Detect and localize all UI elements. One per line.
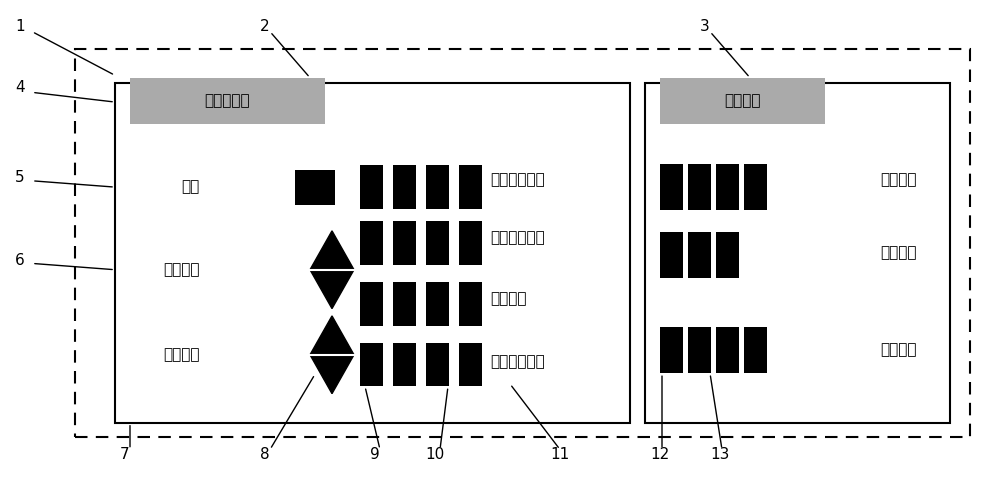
Text: 2: 2 xyxy=(260,19,270,34)
Bar xyxy=(716,164,739,210)
Bar xyxy=(393,343,416,386)
Bar xyxy=(360,165,383,209)
Bar xyxy=(660,232,683,278)
Bar xyxy=(75,49,970,437)
Bar xyxy=(393,165,416,209)
Bar xyxy=(393,282,416,326)
Bar xyxy=(645,83,950,423)
Bar xyxy=(660,78,825,124)
Text: 5: 5 xyxy=(15,170,25,185)
Text: 4: 4 xyxy=(15,80,25,95)
Bar xyxy=(744,327,767,373)
Bar xyxy=(688,164,711,210)
Text: 时间显示: 时间显示 xyxy=(880,245,916,260)
Bar xyxy=(130,78,325,124)
Text: 距离显示: 距离显示 xyxy=(880,343,916,357)
Text: 重复频率精度: 重复频率精度 xyxy=(490,355,545,369)
Bar xyxy=(115,83,630,423)
Text: 外显示器: 外显示器 xyxy=(724,93,761,108)
Bar xyxy=(459,343,482,386)
Text: 工作周期总数: 工作周期总数 xyxy=(490,173,545,187)
Bar xyxy=(426,282,449,326)
Bar xyxy=(660,164,683,210)
Text: 10: 10 xyxy=(425,447,445,462)
Bar xyxy=(459,221,482,265)
Bar xyxy=(660,327,683,373)
Bar xyxy=(716,232,739,278)
Bar xyxy=(688,232,711,278)
Text: 7: 7 xyxy=(120,447,130,462)
Text: 重复频率: 重复频率 xyxy=(490,292,526,306)
Bar xyxy=(360,282,383,326)
Text: 3: 3 xyxy=(700,19,710,34)
Text: 脉冲选择: 脉冲选择 xyxy=(164,347,200,362)
Text: 通讯: 通讯 xyxy=(182,180,200,194)
Text: 6: 6 xyxy=(15,253,25,267)
Polygon shape xyxy=(310,231,354,270)
Bar xyxy=(459,282,482,326)
Polygon shape xyxy=(310,355,354,394)
Text: 13: 13 xyxy=(710,447,730,462)
Bar xyxy=(716,327,739,373)
Text: 11: 11 xyxy=(550,447,570,462)
Bar xyxy=(393,221,416,265)
Bar xyxy=(360,343,383,386)
Bar xyxy=(744,164,767,210)
Bar xyxy=(295,170,335,205)
Bar xyxy=(426,165,449,209)
Polygon shape xyxy=(310,316,354,355)
Text: 日期显示: 日期显示 xyxy=(880,173,916,187)
Polygon shape xyxy=(310,270,354,309)
Text: 1: 1 xyxy=(15,19,25,34)
Bar xyxy=(426,221,449,265)
Text: 激光脉冲总数: 激光脉冲总数 xyxy=(490,231,545,245)
Bar xyxy=(459,165,482,209)
Text: 12: 12 xyxy=(650,447,670,462)
Bar xyxy=(688,327,711,373)
Bar xyxy=(360,221,383,265)
Text: 8: 8 xyxy=(260,447,270,462)
Text: 脉冲计数器: 脉冲计数器 xyxy=(205,93,250,108)
Text: 9: 9 xyxy=(370,447,380,462)
Text: 周期选择: 周期选择 xyxy=(164,262,200,277)
Bar xyxy=(426,343,449,386)
